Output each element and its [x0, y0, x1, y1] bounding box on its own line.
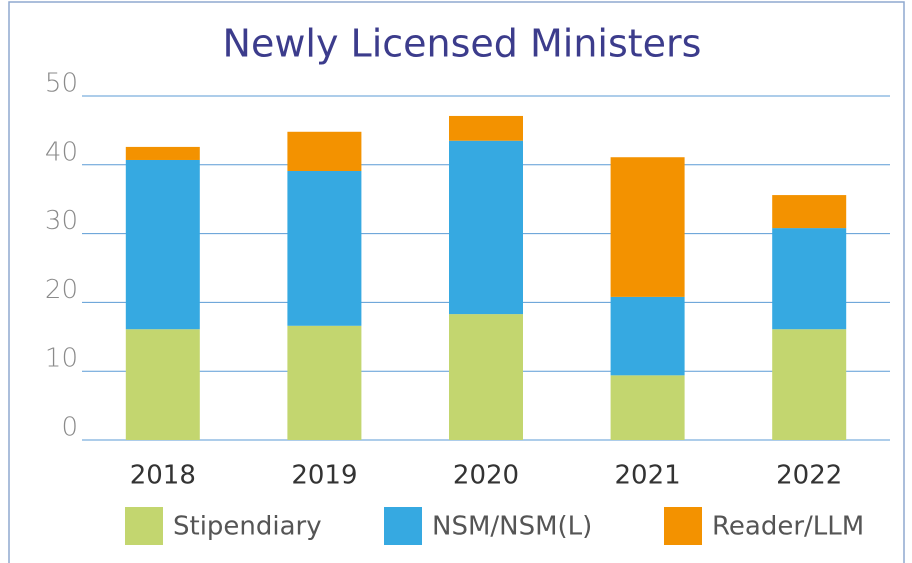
- bar-segment: [125, 146, 200, 160]
- x-tick-label: 2022: [776, 461, 842, 491]
- y-tick-label: 30: [45, 206, 78, 236]
- legend-label: Reader/LLM: [712, 512, 864, 542]
- bar-segment: [449, 115, 523, 141]
- bar-segment: [772, 195, 847, 229]
- bar-segment: [125, 329, 200, 440]
- bar-segment: [610, 157, 685, 297]
- x-tick-label: 2020: [453, 461, 519, 491]
- bar-segment: [287, 131, 362, 171]
- chart-title: Newly Licensed Ministers: [223, 22, 702, 66]
- bar-segment: [449, 314, 523, 440]
- bar-segment: [772, 228, 847, 330]
- bar-segment: [610, 296, 685, 376]
- y-tick-label: 20: [45, 275, 78, 305]
- y-tick-label: 10: [45, 344, 78, 374]
- bar-segment: [287, 325, 362, 440]
- bar-segment: [610, 375, 685, 440]
- x-tick-label: 2019: [291, 461, 357, 491]
- legend-label: NSM/NSM(L): [432, 512, 592, 542]
- bar-segment: [287, 170, 362, 326]
- x-tick-label: 2021: [615, 461, 681, 491]
- y-tick-label: 0: [61, 413, 78, 443]
- bar-segment: [449, 140, 523, 315]
- y-tick-label: 50: [45, 69, 78, 99]
- frame: [8, 1, 905, 563]
- bar-segment: [125, 159, 200, 330]
- legend-swatch: [125, 507, 163, 545]
- legend-swatch: [664, 507, 702, 545]
- x-tick-label: 2018: [130, 461, 196, 491]
- legend-swatch: [384, 507, 422, 545]
- y-tick-label: 40: [45, 137, 78, 167]
- legend-label: Stipendiary: [173, 512, 322, 542]
- bar-segment: [772, 329, 847, 440]
